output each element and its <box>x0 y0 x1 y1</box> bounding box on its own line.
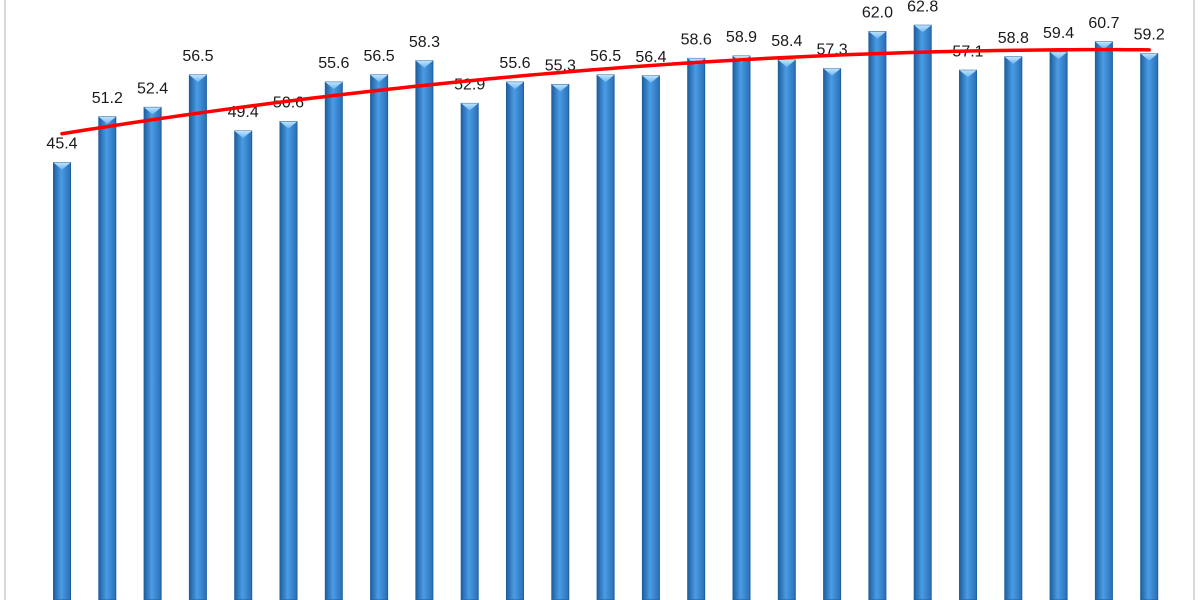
bar-cap-25 <box>1140 53 1158 61</box>
bar-cap-12 <box>551 84 569 92</box>
bar-17 <box>777 59 796 600</box>
bar-cap-2 <box>98 116 116 124</box>
bar-7 <box>324 81 343 600</box>
bar-cap-5 <box>234 131 252 139</box>
bar-6 <box>279 121 298 600</box>
data-label-15: 58.6 <box>681 31 712 48</box>
bar-19 <box>868 31 887 600</box>
bar-cap-21 <box>959 70 977 78</box>
bar-1 <box>53 162 71 600</box>
bar-4 <box>188 74 207 600</box>
bar-10 <box>460 102 479 600</box>
bar-25 <box>1140 53 1159 600</box>
data-label-11: 55.6 <box>499 55 530 72</box>
data-label-7: 55.6 <box>318 55 349 72</box>
data-label-9: 58.3 <box>409 34 440 51</box>
data-label-8: 56.5 <box>364 48 395 65</box>
bar-cap-17 <box>778 60 796 67</box>
bar-8 <box>370 74 389 600</box>
bar-cap-13 <box>597 75 615 82</box>
data-label-2: 51.2 <box>92 90 123 107</box>
bar-cap-1 <box>53 162 71 170</box>
data-label-22: 58.8 <box>998 30 1029 47</box>
trendline <box>60 47 1151 136</box>
bar-cap-3 <box>144 107 162 115</box>
data-label-1: 45.4 <box>46 136 77 153</box>
bar-cap-19 <box>868 31 886 39</box>
bar-cap-10 <box>461 103 479 111</box>
data-label-14: 56.4 <box>635 49 666 66</box>
bar-5 <box>234 130 253 600</box>
bar-16 <box>732 55 751 600</box>
bar-13 <box>596 74 615 600</box>
bar-cap-6 <box>280 121 297 129</box>
bar-21 <box>959 69 977 600</box>
bar-23 <box>1049 51 1068 600</box>
data-label-20: 62.8 <box>907 0 938 15</box>
bar-20 <box>913 24 932 600</box>
bar-cap-14 <box>642 75 660 83</box>
bar-24 <box>1094 41 1113 600</box>
data-label-25: 59.2 <box>1134 27 1165 44</box>
data-label-4: 56.5 <box>182 48 213 65</box>
data-label-13: 56.5 <box>590 48 621 65</box>
bar-cap-24 <box>1095 41 1113 49</box>
bar-cap-8 <box>370 75 388 82</box>
bar-cap-18 <box>823 68 841 76</box>
bar-11 <box>506 81 524 600</box>
bar-18 <box>823 68 842 600</box>
bar-cap-23 <box>1050 52 1068 60</box>
bar-cap-9 <box>415 60 433 68</box>
bar-cap-4 <box>189 75 207 82</box>
bar-cap-20 <box>914 25 932 33</box>
data-label-23: 59.4 <box>1043 25 1074 42</box>
data-label-17: 58.4 <box>771 33 802 50</box>
bar-15 <box>687 57 706 600</box>
bar-12 <box>551 83 570 600</box>
bar-cap-22 <box>1004 56 1022 64</box>
bar-2 <box>98 116 117 600</box>
bar-series <box>53 24 1159 600</box>
bar-cap-7 <box>325 82 343 90</box>
data-label-24: 60.7 <box>1088 15 1119 32</box>
data-label-series: 45.451.252.456.549.450.655.6 56.558.352.9… <box>46 0 1164 153</box>
data-label-3: 52.4 <box>137 80 168 97</box>
data-label-16: 58.9 <box>726 29 757 46</box>
data-label-19: 62.0 <box>862 5 893 22</box>
bar-22 <box>1004 56 1023 600</box>
bar-3 <box>143 106 162 600</box>
bar-14 <box>641 75 660 600</box>
bar-cap-11 <box>506 82 524 90</box>
bar-9 <box>415 60 434 600</box>
